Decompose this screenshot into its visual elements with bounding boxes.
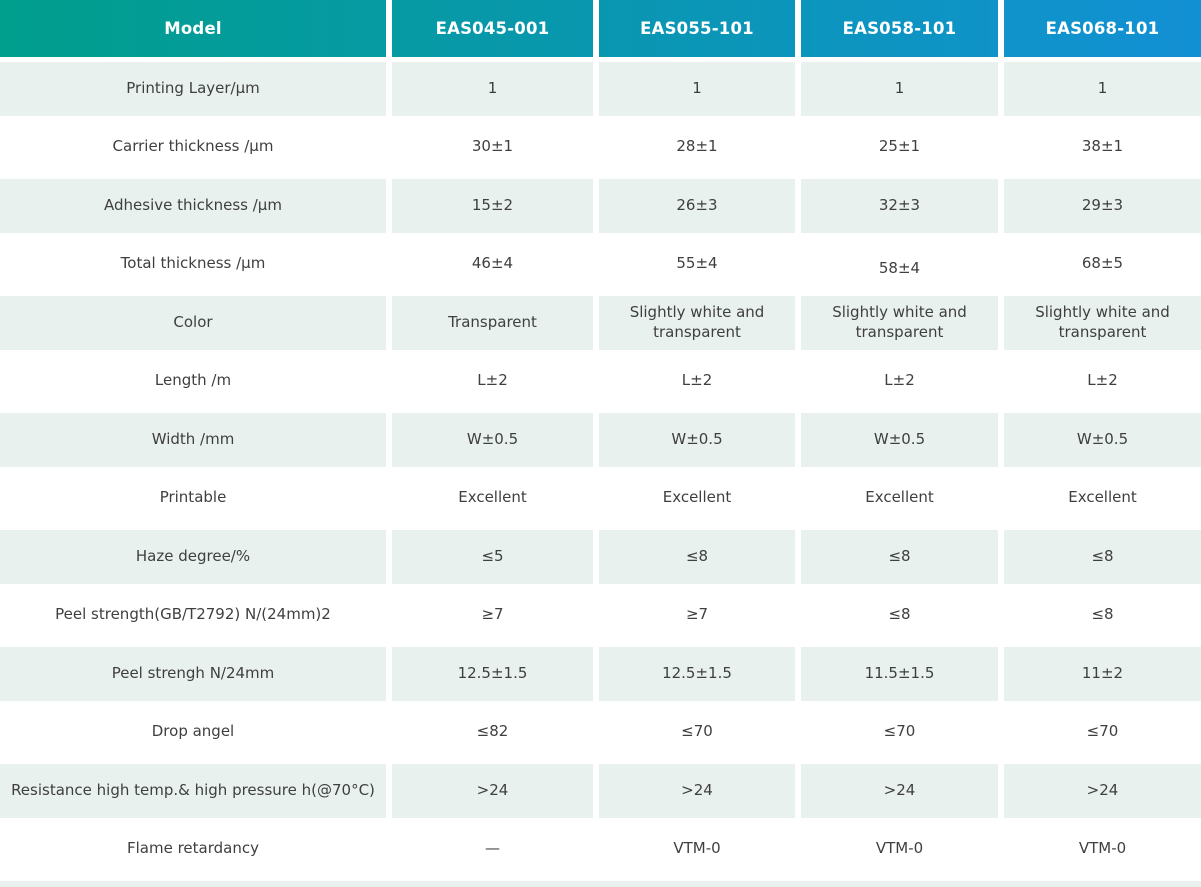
- table-cell: ≤8: [1004, 529, 1201, 584]
- table-cell: ≥7: [599, 588, 795, 642]
- table-cell: 11.5±1.5: [801, 646, 998, 701]
- table-cell: Slightly white and transparent: [801, 295, 998, 350]
- table-cell: 29±3: [1004, 178, 1201, 233]
- table-row-peel-strength: Peel strengh N/24mm 12.5±1.5 12.5±1.5 11…: [0, 646, 1201, 701]
- table-cell: ≤82: [392, 705, 593, 759]
- row-label: Total thickness /μm: [0, 237, 386, 291]
- table-cell: Slightly white and transparent: [599, 295, 795, 350]
- table-cell: 1: [801, 61, 998, 116]
- header-cell-eas045-001: EAS045-001: [392, 0, 593, 57]
- table-cell: >24: [599, 763, 795, 818]
- table-cell: 30±1: [392, 120, 593, 174]
- table-cell: 12.5±1.5: [392, 646, 593, 701]
- table-cell: —: [392, 822, 593, 876]
- table-cell: ≤70: [1004, 705, 1201, 759]
- table-cell: W±0.5: [1004, 412, 1201, 467]
- table-cell: 1: [1004, 61, 1201, 116]
- table-cell: 46±4: [392, 237, 593, 291]
- table-cell: >24: [801, 763, 998, 818]
- table-cell: 1: [599, 61, 795, 116]
- table-row-width: Width /mm W±0.5 W±0.5 W±0.5 W±0.5: [0, 412, 1201, 467]
- row-label: Haze degree/%: [0, 529, 386, 584]
- table-cell: ≤5: [392, 529, 593, 584]
- row-label: Length /m: [0, 354, 386, 408]
- table-cell: Excellent: [1004, 471, 1201, 525]
- table-cell: ≥7: [392, 588, 593, 642]
- table-cell: 1: [392, 61, 593, 116]
- row-label: Peel strengh N/24mm: [0, 646, 386, 701]
- header-cell-eas068-101: EAS068-101: [1004, 0, 1201, 57]
- table-cell: ≤8: [801, 588, 998, 642]
- table-cell: VTM-0: [1004, 822, 1201, 876]
- row-label: Carrier thickness /μm: [0, 120, 386, 174]
- table-row-peel-strength-gb: Peel strength(GB/T2792) N/(24mm)2 ≥7 ≥7 …: [0, 588, 1201, 642]
- row-label: Adhesive thickness /μm: [0, 178, 386, 233]
- table-row-adhesive-thickness: Adhesive thickness /μm 15±2 26±3 32±3 29…: [0, 178, 1201, 233]
- table-cell: Excellent: [392, 471, 593, 525]
- table-cell: 15±2: [392, 178, 593, 233]
- table-cell: 11±2: [1004, 646, 1201, 701]
- row-label: Printable: [0, 471, 386, 525]
- table-cell: L±2: [1004, 354, 1201, 408]
- table-cell: 38±1: [1004, 120, 1201, 174]
- table-cell: >24: [1004, 763, 1201, 818]
- table-cell: 28±1: [599, 120, 795, 174]
- table-row-total-thickness: Total thickness /μm 46±4 55±4 58±4 68±5: [0, 237, 1201, 291]
- table-row-printable: Printable Excellent Excellent Excellent …: [0, 471, 1201, 525]
- table-row-color: Color Transparent Slightly white and tra…: [0, 295, 1201, 350]
- row-label: Width /mm: [0, 412, 386, 467]
- table-row-flame-retardancy: Flame retardancy — VTM-0 VTM-0 VTM-0: [0, 822, 1201, 876]
- table-cell: W±0.5: [801, 412, 998, 467]
- table-cell: 25±1: [801, 120, 998, 174]
- table-cell: ≤70: [599, 705, 795, 759]
- table-cell: VTM-0: [599, 822, 795, 876]
- table-cell: Slightly white and transparent: [1004, 295, 1201, 350]
- table-cell: L±2: [599, 354, 795, 408]
- table-cell: L±2: [392, 354, 593, 408]
- row-label: Flame retardancy: [0, 822, 386, 876]
- table-header-row: Model EAS045-001 EAS055-101 EAS058-101 E…: [0, 0, 1201, 57]
- row-label: Color: [0, 295, 386, 350]
- table-cell: Transparent: [392, 295, 593, 350]
- row-label: Drop angel: [0, 705, 386, 759]
- table-row-haze-degree: Haze degree/% ≤5 ≤8 ≤8 ≤8: [0, 529, 1201, 584]
- table-cell: 12.5±1.5: [599, 646, 795, 701]
- table-row-resistance-high-temp: Resistance high temp.& high pressure h(@…: [0, 763, 1201, 818]
- table-cell: Excellent: [801, 471, 998, 525]
- table-row-carrier-thickness: Carrier thickness /μm 30±1 28±1 25±1 38±…: [0, 120, 1201, 174]
- row-label: Resistance high temp.& high pressure h(@…: [0, 763, 386, 818]
- table-cell: >24: [392, 763, 593, 818]
- table-row-length: Length /m L±2 L±2 L±2 L±2: [0, 354, 1201, 408]
- table-cell: ≤8: [801, 529, 998, 584]
- table-cell: ≤8: [599, 529, 795, 584]
- table-cell: ≤70: [801, 705, 998, 759]
- table-cell: W±0.5: [392, 412, 593, 467]
- row-label: Printing Layer/μm: [0, 61, 386, 116]
- table-cell: 58±4: [801, 237, 998, 291]
- header-cell-eas055-101: EAS055-101: [599, 0, 795, 57]
- table-row-drop-angel: Drop angel ≤82 ≤70 ≤70 ≤70: [0, 705, 1201, 759]
- table-cell: Excellent: [599, 471, 795, 525]
- row-label: Peel strength(GB/T2792) N/(24mm)2: [0, 588, 386, 642]
- table-cell: 32±3: [801, 178, 998, 233]
- table-bottom-strip: [0, 880, 1201, 887]
- table-cell: 55±4: [599, 237, 795, 291]
- table-cell: L±2: [801, 354, 998, 408]
- table-cell: ≤8: [1004, 588, 1201, 642]
- table-cell: 68±5: [1004, 237, 1201, 291]
- header-cell-eas058-101: EAS058-101: [801, 0, 998, 57]
- header-cell-model: Model: [0, 0, 386, 57]
- table-cell: VTM-0: [801, 822, 998, 876]
- table-cell: 26±3: [599, 178, 795, 233]
- table-row-printing-layer: Printing Layer/μm 1 1 1 1: [0, 61, 1201, 116]
- table-cell: W±0.5: [599, 412, 795, 467]
